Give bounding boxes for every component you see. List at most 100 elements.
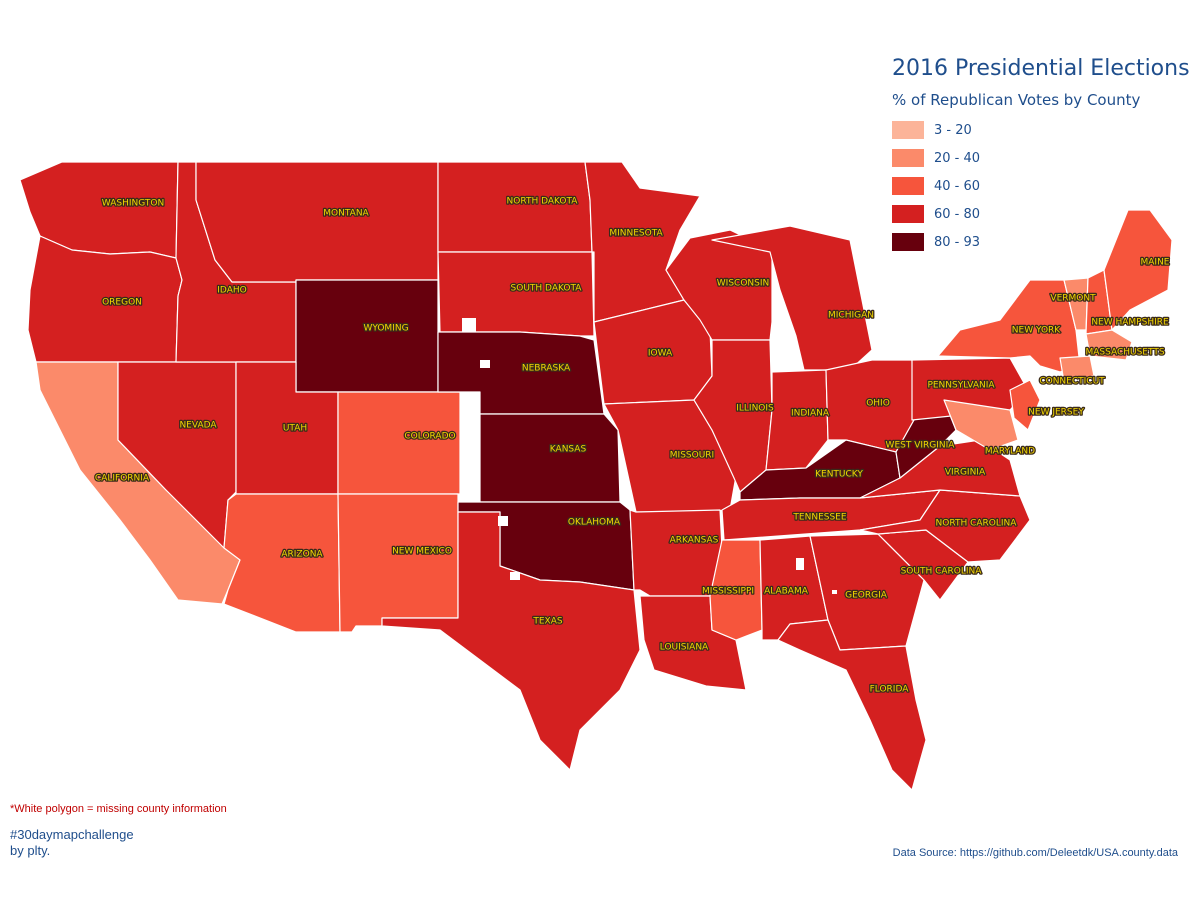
state-label-new-york: NEW YORK xyxy=(1012,326,1062,336)
state-label-new-mexico: NEW MEXICO xyxy=(392,547,452,557)
state-connecticut xyxy=(1059,355,1095,383)
state-polygons xyxy=(19,161,1173,791)
state-label-pennsylvania: PENNSYLVANIA xyxy=(927,381,995,391)
legend-label: 20 - 40 xyxy=(934,150,981,166)
state-label-minnesota: MINNESOTA xyxy=(609,229,663,239)
state-label-connecticut: CONNECTICUT xyxy=(1039,377,1105,387)
author: by plty. xyxy=(10,843,51,858)
state-south-dakota xyxy=(437,251,595,337)
state-label-georgia: GEORGIA xyxy=(845,591,888,601)
missing-data-note: *White polygon = missing county informat… xyxy=(10,803,227,815)
missing-county xyxy=(832,590,837,594)
missing-county xyxy=(480,360,490,368)
missing-county xyxy=(510,572,520,580)
state-north-dakota xyxy=(437,161,593,253)
legend-item: 3 - 20 xyxy=(892,116,980,144)
state-new-york xyxy=(937,279,1081,373)
state-label-louisiana: LOUISIANA xyxy=(660,643,709,653)
state-label-iowa: IOWA xyxy=(648,349,673,359)
state-label-massachusetts: MASSACHUSETTS xyxy=(1085,348,1164,358)
state-label-nevada: NEVADA xyxy=(179,421,217,431)
state-label-alabama: ALABAMA xyxy=(764,587,809,597)
state-arkansas xyxy=(629,509,723,597)
legend-swatch xyxy=(892,233,924,251)
state-label-west-virginia: WEST VIRGINIA xyxy=(886,441,956,451)
missing-county xyxy=(498,516,508,526)
state-label-tennessee: TENNESSEE xyxy=(792,513,846,523)
state-label-ohio: OHIO xyxy=(866,399,890,409)
legend-item: 40 - 60 xyxy=(892,172,980,200)
legend-label: 40 - 60 xyxy=(934,178,981,194)
state-label-missouri: MISSOURI xyxy=(670,451,714,461)
state-indiana xyxy=(765,369,829,471)
credit: #30daymapchallenge by plty. xyxy=(10,827,134,859)
state-colorado xyxy=(337,391,461,495)
state-label-texas: TEXAS xyxy=(532,617,563,627)
state-florida xyxy=(777,619,927,791)
state-label-indiana: INDIANA xyxy=(791,409,830,419)
state-label-mississippi: MISSISSIPPI xyxy=(702,587,754,597)
state-labels: WASHINGTON OREGON CALIFORNIA NEVADA IDAHO MON… xyxy=(94,195,1171,696)
state-maine xyxy=(1103,209,1173,331)
missing-county xyxy=(462,318,476,332)
state-label-oklahoma: OKLAHOMA xyxy=(568,518,621,528)
state-label-new-hampshire: NEW HAMPSHIRE xyxy=(1091,318,1169,328)
state-label-montana: MONTANA xyxy=(323,209,369,219)
state-label-utah: UTAH xyxy=(283,424,307,434)
state-label-california: CALIFORNIA xyxy=(95,474,150,484)
state-virginia xyxy=(859,439,1021,499)
legend-item: 80 - 93 xyxy=(892,228,980,256)
state-label-nebraska: NEBRASKA xyxy=(522,364,571,374)
legend-item: 60 - 80 xyxy=(892,200,980,228)
state-label-arizona: ARIZONA xyxy=(281,550,323,560)
state-illinois xyxy=(693,339,773,493)
state-label-south-dakota: SOUTH DAKOTA xyxy=(511,284,583,294)
state-label-vermont: VERMONT xyxy=(1050,294,1096,304)
state-label-washington: WASHINGTON xyxy=(102,199,164,209)
state-arizona xyxy=(223,493,341,633)
state-label-colorado: COLORADO xyxy=(404,432,455,442)
state-label-oregon: OREGON xyxy=(102,298,142,308)
legend-label: 80 - 93 xyxy=(934,234,981,250)
state-label-maine: MAINE xyxy=(1141,258,1170,268)
state-label-south-carolina: SOUTH CAROLINA xyxy=(901,567,983,577)
data-source: Data Source: https://github.com/Deleetdk… xyxy=(892,847,1178,859)
state-label-florida: FLORIDA xyxy=(870,685,910,695)
legend-label: 60 - 80 xyxy=(934,206,981,222)
state-label-wisconsin: WISCONSIN xyxy=(717,279,769,289)
legend: 3 - 20 20 - 40 40 - 60 60 - 80 80 - 93 xyxy=(892,116,980,256)
state-new-jersey xyxy=(1009,379,1041,431)
legend-swatch xyxy=(892,205,924,223)
state-wyoming xyxy=(295,279,439,393)
state-texas xyxy=(381,511,641,771)
missing-county xyxy=(796,558,804,570)
legend-label: 3 - 20 xyxy=(934,122,972,138)
map-title: 2016 Presidential Elections xyxy=(892,56,1190,81)
legend-swatch xyxy=(892,149,924,167)
state-wisconsin xyxy=(665,229,773,341)
state-label-arkansas: ARKANSAS xyxy=(670,536,719,546)
state-label-north-dakota: NORTH DAKOTA xyxy=(507,197,579,207)
state-new-mexico xyxy=(337,493,459,633)
state-label-kentucky: KENTUCKY xyxy=(815,470,863,480)
missing-county-polygons xyxy=(462,318,837,594)
state-maryland xyxy=(943,399,1019,451)
legend-swatch xyxy=(892,177,924,195)
state-label-new-jersey: NEW JERSEY xyxy=(1028,408,1084,418)
state-label-virginia: VIRGINIA xyxy=(945,468,986,478)
state-label-wyoming: WYOMING xyxy=(363,324,408,334)
state-kansas xyxy=(479,413,621,503)
state-massachusetts xyxy=(1085,329,1133,361)
state-label-kansas: KANSAS xyxy=(550,445,587,455)
legend-swatch xyxy=(892,121,924,139)
state-montana xyxy=(195,161,439,283)
legend-item: 20 - 40 xyxy=(892,144,980,172)
hashtag: #30daymapchallenge xyxy=(10,827,134,842)
state-label-north-carolina: NORTH CAROLINA xyxy=(936,519,1018,529)
state-label-michigan: MICHIGAN xyxy=(828,311,874,321)
state-label-illinois: ILLINOIS xyxy=(736,404,774,414)
state-label-maryland: MARYLAND xyxy=(985,447,1035,457)
map-subtitle: % of Republican Votes by County xyxy=(892,91,1141,109)
state-north-carolina xyxy=(859,489,1031,563)
